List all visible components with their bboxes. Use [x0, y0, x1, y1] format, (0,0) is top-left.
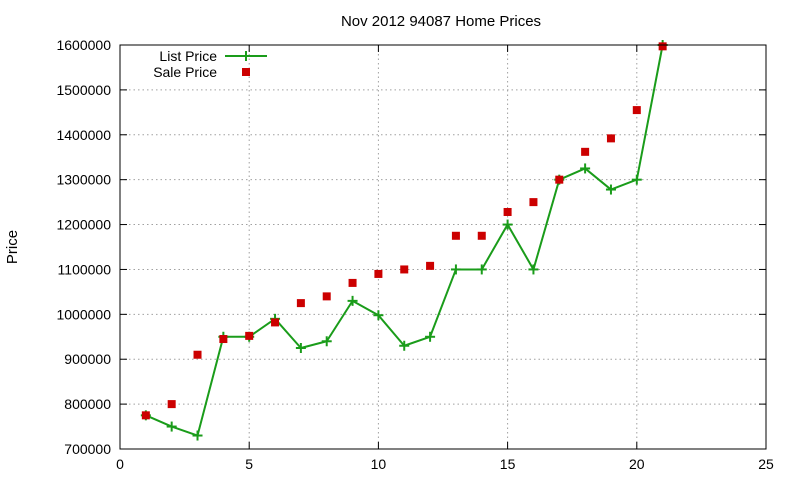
sale-price-point [374, 269, 383, 278]
sale-price-point [245, 331, 254, 340]
y-tick-label: 1300000 [56, 172, 111, 188]
y-tick-label: 1100000 [58, 261, 112, 277]
series-1 [141, 42, 667, 420]
list-price-point [580, 163, 591, 174]
sale-price-point [477, 231, 486, 240]
list-price-point [605, 184, 616, 195]
sale-price-point [503, 207, 512, 216]
sale-price-point [555, 175, 564, 184]
sale-price-point [141, 411, 150, 420]
sale-price-point [451, 231, 460, 240]
y-tick-label: 700000 [64, 441, 111, 457]
y-tick-label: 900000 [64, 351, 111, 367]
grid [120, 45, 766, 449]
list-price-point [476, 264, 487, 275]
list-price-point [347, 295, 358, 306]
chart-title: Nov 2012 94087 Home Prices [341, 13, 541, 30]
list-price-point [502, 219, 513, 230]
sale-price-point [348, 278, 357, 287]
sale-price-point [632, 106, 641, 115]
legend-square-swatch [242, 68, 250, 76]
y-tick-label: 1400000 [56, 127, 111, 143]
sale-price-point [426, 261, 435, 270]
legend-plus-swatch [241, 51, 251, 61]
legend-entry: List Price [159, 48, 267, 64]
y-tick-label: 1200000 [56, 217, 111, 233]
y-tick-label: 1600000 [56, 37, 111, 53]
x-tick-label: 5 [245, 456, 253, 472]
legend-label: List Price [159, 48, 217, 64]
list-price-point [166, 421, 177, 432]
list-price-point [192, 430, 203, 441]
sale-price-point [529, 198, 538, 207]
y-tick-label: 1000000 [56, 306, 111, 322]
x-tick-label: 10 [371, 456, 387, 472]
x-tick-label: 0 [116, 456, 124, 472]
y-tick-label: 1500000 [56, 82, 111, 98]
sale-price-point [581, 147, 590, 156]
sale-price-point [658, 42, 667, 51]
sale-price-point [271, 318, 280, 327]
x-tick-label: 20 [629, 456, 645, 472]
sale-price-point [606, 134, 615, 143]
legend-entry: Sale Price [153, 64, 250, 80]
series-layer [140, 40, 668, 441]
list-price-point [373, 310, 384, 321]
sale-price-point [400, 265, 409, 274]
legend-label: Sale Price [153, 64, 217, 80]
plot-frame [119, 44, 767, 450]
list-price-point [321, 336, 332, 347]
sale-price-point [322, 292, 331, 301]
list-price-point [399, 340, 410, 351]
list-price-point [450, 264, 461, 275]
x-tick-label: 15 [500, 456, 516, 472]
y-axis-label: Price [4, 230, 21, 264]
sale-price-point [296, 299, 305, 308]
sale-price-point [193, 350, 202, 359]
y-tick-label: 800000 [64, 396, 111, 412]
list-price-point [631, 174, 642, 185]
ticks: 700000 800000 900000 1000000 1100000 1200000 1… [56, 37, 774, 472]
list-price-line [145, 44, 664, 437]
x-tick-label: 25 [758, 456, 774, 472]
list-price-point [528, 264, 539, 275]
list-price-point [425, 331, 436, 342]
sale-price-point [219, 335, 228, 344]
list-price-point [295, 343, 306, 353]
sale-price-point [167, 400, 176, 409]
series-0 [140, 40, 668, 441]
